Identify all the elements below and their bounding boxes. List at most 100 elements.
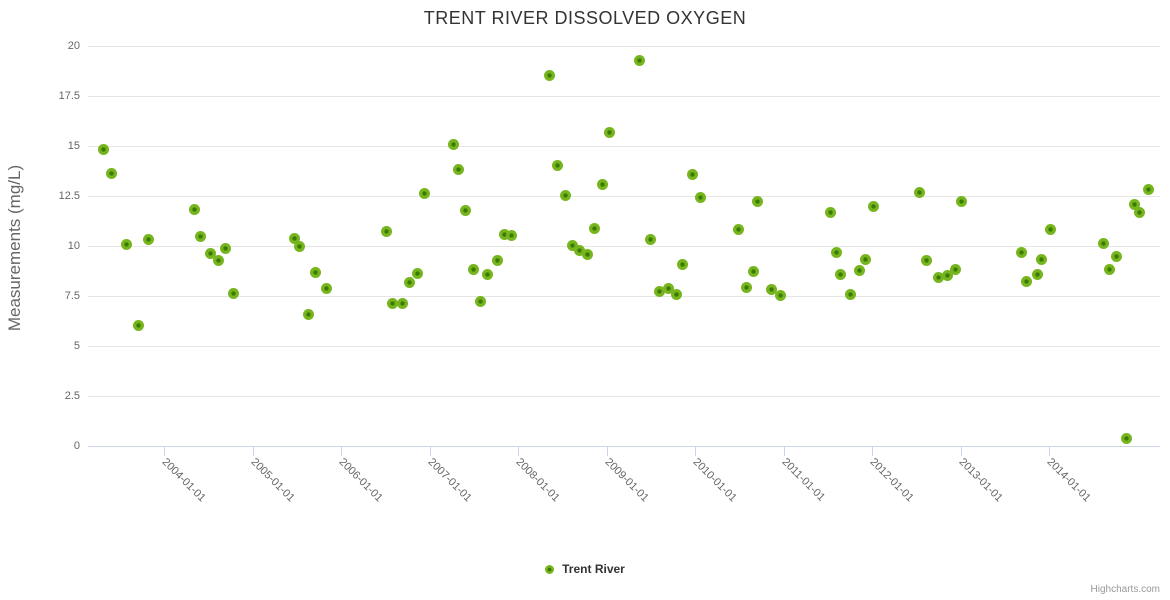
x-axis-tick-label: 2014-01-01 — [1044, 456, 1093, 505]
data-point[interactable] — [732, 223, 744, 235]
data-point[interactable] — [740, 281, 752, 293]
data-point[interactable] — [1021, 275, 1033, 287]
data-point[interactable] — [447, 138, 459, 150]
x-axis-line — [88, 446, 1160, 447]
data-point[interactable] — [581, 248, 593, 260]
data-point[interactable] — [1133, 206, 1145, 218]
data-point[interactable] — [670, 288, 682, 300]
x-axis-tick — [695, 446, 697, 456]
data-point[interactable] — [188, 203, 200, 215]
data-point[interactable] — [309, 266, 321, 278]
data-point[interactable] — [603, 126, 615, 138]
data-point[interactable] — [747, 265, 759, 277]
data-point[interactable] — [955, 195, 967, 207]
data-point[interactable] — [499, 228, 511, 240]
x-axis-tick — [341, 446, 343, 456]
data-point[interactable] — [949, 263, 961, 275]
data-point[interactable] — [106, 167, 118, 179]
data-point[interactable] — [132, 319, 144, 331]
data-point[interactable] — [845, 288, 857, 300]
y-gridline — [88, 145, 1160, 147]
data-point[interactable] — [1016, 246, 1028, 258]
data-point[interactable] — [418, 187, 430, 199]
data-point[interactable] — [834, 268, 846, 280]
y-axis-tick-label: 2.5 — [64, 390, 80, 402]
data-point[interactable] — [1036, 253, 1048, 265]
x-axis-tick — [1049, 446, 1051, 456]
data-point[interactable] — [411, 267, 423, 279]
data-point[interactable] — [460, 204, 472, 216]
data-point[interactable] — [1120, 432, 1132, 444]
data-point[interactable] — [302, 308, 314, 320]
data-point[interactable] — [765, 283, 777, 295]
y-axis-tick-label: 15 — [67, 140, 80, 152]
y-axis-tick-label: 17.5 — [58, 90, 80, 102]
legend[interactable]: Trent River — [0, 562, 1170, 576]
data-point[interactable] — [386, 297, 398, 309]
data-point[interactable] — [288, 232, 300, 244]
data-point[interactable] — [860, 253, 872, 265]
data-point[interactable] — [914, 186, 926, 198]
data-point[interactable] — [633, 54, 645, 66]
data-point[interactable] — [403, 276, 415, 288]
x-axis-tick — [518, 446, 520, 456]
data-point[interactable] — [677, 258, 689, 270]
data-point[interactable] — [854, 264, 866, 276]
data-point[interactable] — [1142, 183, 1154, 195]
x-axis-tick-label: 2006-01-01 — [336, 456, 385, 505]
data-point[interactable] — [194, 230, 206, 242]
data-point[interactable] — [121, 238, 133, 250]
data-point[interactable] — [396, 297, 408, 309]
data-point[interactable] — [1110, 250, 1122, 262]
data-point[interactable] — [824, 206, 836, 218]
legend-marker-icon — [545, 564, 555, 574]
data-point[interactable] — [205, 247, 217, 259]
data-point[interactable] — [560, 189, 572, 201]
y-gridline — [88, 195, 1160, 197]
data-point[interactable] — [596, 178, 608, 190]
data-point[interactable] — [552, 159, 564, 171]
y-gridline — [88, 295, 1160, 297]
data-point[interactable] — [868, 200, 880, 212]
data-point[interactable] — [654, 285, 666, 297]
y-axis-tick-label: 7.5 — [64, 290, 80, 302]
data-point[interactable] — [468, 263, 480, 275]
data-point[interactable] — [752, 195, 764, 207]
data-point[interactable] — [588, 222, 600, 234]
x-axis-tick-label: 2010-01-01 — [690, 456, 739, 505]
data-point[interactable] — [228, 287, 240, 299]
highcharts-credit[interactable]: Highcharts.com — [1090, 584, 1160, 595]
data-point[interactable] — [941, 269, 953, 281]
data-point[interactable] — [321, 282, 333, 294]
data-point[interactable] — [662, 282, 674, 294]
data-point[interactable] — [574, 244, 586, 256]
data-point[interactable] — [932, 271, 944, 283]
data-point[interactable] — [1103, 263, 1115, 275]
data-point[interactable] — [220, 242, 232, 254]
data-point[interactable] — [1045, 223, 1057, 235]
data-point[interactable] — [567, 239, 579, 251]
data-point[interactable] — [686, 168, 698, 180]
data-point[interactable] — [694, 191, 706, 203]
data-point[interactable] — [831, 246, 843, 258]
data-point[interactable] — [921, 254, 933, 266]
data-point[interactable] — [143, 233, 155, 245]
data-point[interactable] — [544, 69, 556, 81]
data-point[interactable] — [492, 254, 504, 266]
data-point[interactable] — [98, 143, 110, 155]
data-point[interactable] — [453, 163, 465, 175]
data-point[interactable] — [293, 240, 305, 252]
data-point[interactable] — [1098, 237, 1110, 249]
data-point[interactable] — [475, 295, 487, 307]
data-point[interactable] — [1032, 268, 1044, 280]
data-point[interactable] — [482, 268, 494, 280]
x-axis-tick — [960, 446, 962, 456]
data-point[interactable] — [212, 254, 224, 266]
data-point[interactable] — [506, 229, 518, 241]
data-point[interactable] — [380, 225, 392, 237]
data-point[interactable] — [775, 289, 787, 301]
data-point[interactable] — [1129, 198, 1141, 210]
data-point[interactable] — [645, 233, 657, 245]
